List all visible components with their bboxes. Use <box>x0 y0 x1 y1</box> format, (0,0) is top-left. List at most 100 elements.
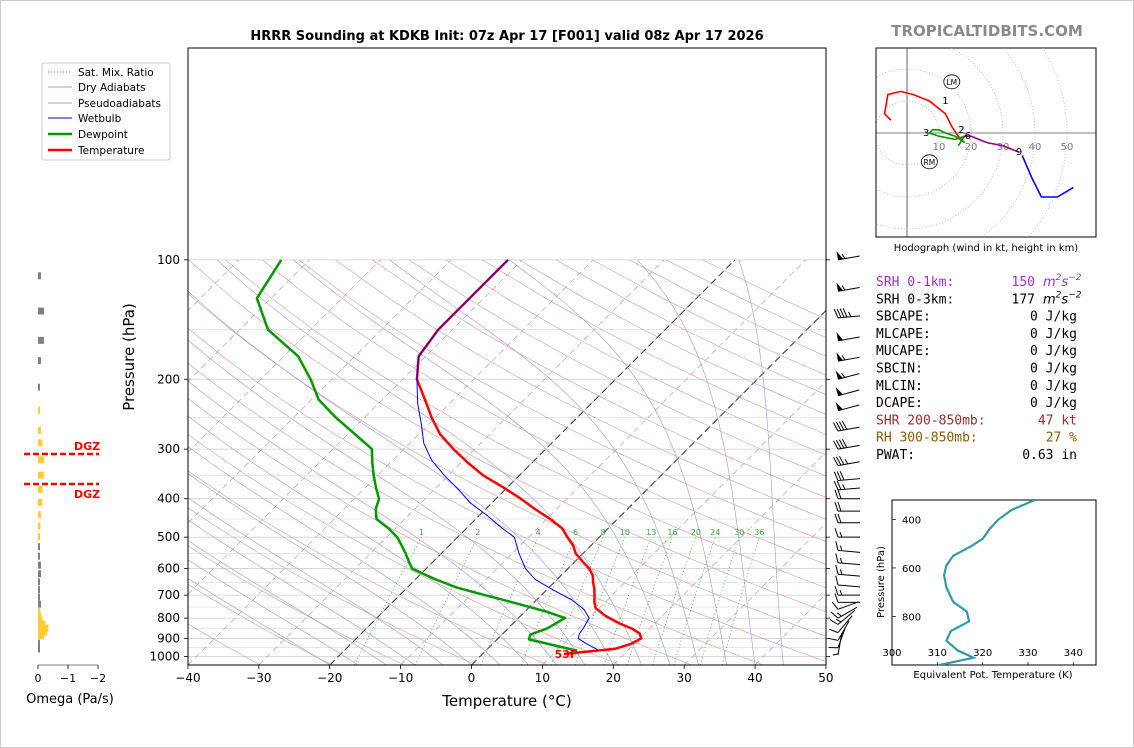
wind-barb <box>833 471 860 482</box>
sounding-indices: SRH 0-1km: 150 m2s−2 SRH 0-3km: 177 m2s−2 SBCA… <box>876 273 1082 463</box>
x-tick-label: 40 <box>747 671 762 685</box>
dry-adiabat <box>188 623 261 665</box>
dry-adiabat <box>482 259 826 435</box>
theta-e-y-tick-label: 600 <box>902 564 921 575</box>
dry-adiabat <box>372 259 826 498</box>
y-tick-label: 800 <box>157 611 180 625</box>
wind-barb <box>836 250 860 261</box>
omega-bar <box>38 611 41 619</box>
profile-temperature <box>415 259 643 656</box>
index-value: 27 % <box>1046 431 1077 446</box>
hodograph-ring <box>876 100 940 166</box>
hodograph-motion-marker <box>921 154 938 170</box>
y-tick-label: 500 <box>157 530 180 544</box>
omega-tick-label: −2 <box>90 672 106 685</box>
index-value: 0 J/kg <box>1030 344 1077 359</box>
isotherm <box>400 259 806 665</box>
x-tick-label: 0 <box>468 671 476 685</box>
dgz-bottom-label: DGZ <box>74 488 100 501</box>
mixing-ratio-label: 36 <box>754 528 764 537</box>
wind-barb <box>835 553 860 566</box>
legend: Sat. Mix. Ratio Dry Adiabats Pseudoadiab… <box>41 62 171 161</box>
moist-adiabat <box>293 259 671 665</box>
hodograph-ring-label: 10 <box>933 142 946 153</box>
moist-adiabat <box>188 415 529 665</box>
mixing-ratio-line <box>574 537 626 665</box>
hodograph-label-km9: 9 <box>1016 147 1022 158</box>
dry-adiabat <box>188 434 620 665</box>
index-value: 0 J/kg <box>1030 379 1077 394</box>
hodograph-trace <box>883 90 966 144</box>
hodograph-motion-marker <box>943 74 961 90</box>
hodograph-trace <box>927 129 967 147</box>
index-label: PWAT: <box>876 448 915 463</box>
mixing-ratio-line <box>603 537 652 665</box>
omega-bar <box>38 607 40 615</box>
wind-barb <box>835 541 860 553</box>
pressure-axis: 100 200 300 400 500 600 700 800 900 1000 <box>149 253 830 664</box>
theta-e-y-tick-label: 800 <box>902 612 921 623</box>
hodograph-panel: 10 20 30 40 50 LM RM 1 2 3 6 9 Hodograph (wind in k… <box>875 47 1097 254</box>
omega-bar <box>38 426 41 434</box>
index-unit: m2s−2 <box>1043 290 1082 307</box>
dry-adiabat <box>225 259 826 589</box>
index-label: SBCIN: <box>876 362 923 377</box>
omega-bar <box>38 543 40 551</box>
omega-bar <box>38 586 40 594</box>
index-label: RH 300-850mb: <box>876 431 978 446</box>
omega-bar <box>38 357 41 365</box>
legend-sat-mix: Sat. Mix. Ratio <box>78 67 154 79</box>
theta-e-y-tick-label: 400 <box>902 515 921 526</box>
moist-adiabat <box>188 578 330 665</box>
omega-tick-label: −1 <box>60 672 76 685</box>
dry-adiabat <box>188 470 549 665</box>
profile-wetbulb <box>416 259 598 651</box>
wind-barb <box>831 601 859 610</box>
index-value: 0 J/kg <box>1030 362 1077 377</box>
dry-adiabat <box>188 398 692 665</box>
omega-bar <box>38 336 44 344</box>
x-tick-label: −40 <box>175 671 200 685</box>
wind-barb <box>833 420 860 432</box>
y-tick-label: 1000 <box>149 650 180 664</box>
moist-adiabat <box>389 259 699 665</box>
x-tick-label: 10 <box>535 671 550 685</box>
theta-e-x-tick-label: 310 <box>928 648 947 659</box>
y-tick-label: 400 <box>157 492 180 506</box>
hodograph-label-km3: 3 <box>923 128 929 139</box>
hodograph-ring <box>876 68 972 198</box>
isotherm <box>613 451 826 665</box>
mixing-ratio-label: 2 <box>475 528 480 537</box>
omega-bar <box>38 406 40 414</box>
wind-barb <box>834 502 860 512</box>
omega-bar <box>38 593 40 601</box>
dry-adiabat <box>188 664 189 665</box>
moist-adiabat <box>188 339 586 665</box>
mixing-ratio-label: 8 <box>601 528 606 537</box>
hodograph-ring <box>981 48 1036 237</box>
omega-bar <box>38 383 40 391</box>
moist-adiabat <box>188 473 472 665</box>
wind-barb <box>834 513 860 524</box>
moist-adiabat <box>188 540 387 665</box>
omega-bar <box>38 456 44 464</box>
wind-barb <box>833 308 860 319</box>
dry-adiabat <box>445 259 826 456</box>
hodograph-label-lm: LM <box>946 78 957 87</box>
mixing-ratio-line <box>353 536 422 665</box>
mixing-ratio-labels: 1 2 4 6 8 10 13 16 20 24 30 36 <box>419 528 765 537</box>
index-value: 0 J/kg <box>1030 396 1077 411</box>
moist-adiabat <box>188 519 415 665</box>
moist-adiabat <box>188 380 557 665</box>
theta-e-y-label: Pressure (hPa) <box>876 546 887 618</box>
isotherm <box>754 593 826 665</box>
mixing-ratio-label: 4 <box>536 528 541 537</box>
omega-bar <box>38 628 47 636</box>
skew-t-panel: 1 2 4 6 8 10 13 16 20 24 30 36 −40 −30 −20 −10 0 10 20 30 4… <box>41 47 834 710</box>
theta-e-x-tick-label: 330 <box>1018 648 1037 659</box>
wind-barb <box>835 387 860 397</box>
wind-barb <box>835 402 860 412</box>
omega-bar <box>38 511 41 519</box>
dry-adiabat <box>188 362 764 665</box>
